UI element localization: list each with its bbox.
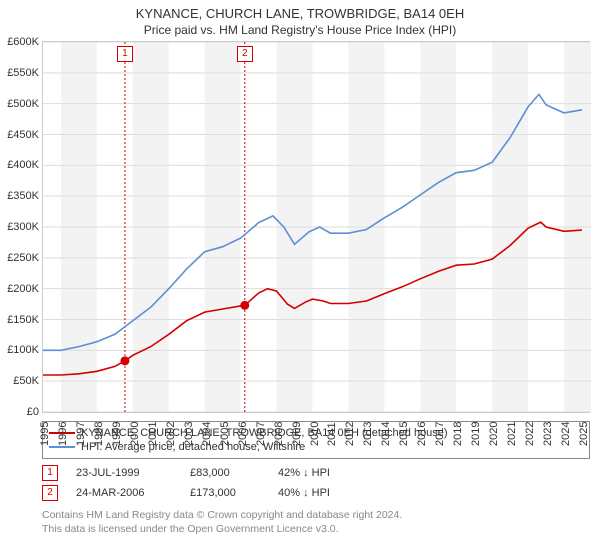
y-tick-label: £400K <box>7 159 43 171</box>
y-tick-label: £250K <box>7 252 43 264</box>
page-title: KYNANCE, CHURCH LANE, TROWBRIDGE, BA14 0… <box>0 0 600 21</box>
x-tick-label: 1999 <box>111 422 123 446</box>
legend-swatch <box>49 446 75 448</box>
transaction-row: 2 24-MAR-2006 £173,000 40% ↓ HPI <box>42 483 590 503</box>
x-tick-label: 1997 <box>75 422 87 446</box>
transactions-table: 1 23-JUL-1999 £83,000 42% ↓ HPI 2 24-MAR-2006… <box>42 463 590 503</box>
page-subtitle: Price paid vs. HM Land Registry's House … <box>0 21 600 41</box>
transaction-price: £173,000 <box>190 487 260 499</box>
transaction-date: 24-MAR-2006 <box>76 487 172 499</box>
x-tick-label: 2023 <box>542 422 554 446</box>
x-tick-label: 2000 <box>129 422 141 446</box>
y-tick-label: £200K <box>7 283 43 295</box>
x-tick-label: 2006 <box>237 422 249 446</box>
x-tick-label: 1995 <box>39 422 51 446</box>
x-tick-label: 2005 <box>219 422 231 446</box>
y-tick-label: £450K <box>7 129 43 141</box>
event-marker-2: 2 <box>237 46 253 62</box>
x-tick-label: 2011 <box>326 422 338 446</box>
x-tick-label: 2012 <box>344 422 356 446</box>
transaction-index: 2 <box>42 485 58 501</box>
y-tick-label: £150K <box>7 314 43 326</box>
y-tick-label: £600K <box>7 36 43 48</box>
x-tick-label: 2009 <box>291 422 303 446</box>
x-tick-label: 2018 <box>452 422 464 446</box>
price-chart: £0£50K£100K£150K£200K£250K£300K£350K£400… <box>42 41 590 413</box>
x-tick-label: 2024 <box>560 422 572 446</box>
x-tick-label: 2019 <box>470 422 482 446</box>
x-tick-label: 2016 <box>416 422 428 446</box>
x-tick-label: 2022 <box>524 422 536 446</box>
transaction-vs-hpi: 42% ↓ HPI <box>278 467 330 479</box>
x-tick-label: 2015 <box>398 422 410 446</box>
x-tick-label: 2014 <box>380 422 392 446</box>
x-tick-label: 2021 <box>506 422 518 446</box>
y-tick-label: £50K <box>13 375 43 387</box>
y-tick-label: £550K <box>7 67 43 79</box>
y-tick-label: £350K <box>7 190 43 202</box>
x-tick-label: 2007 <box>255 422 267 446</box>
y-tick-label: £300K <box>7 221 43 233</box>
x-tick-label: 2010 <box>309 422 321 446</box>
transaction-date: 23-JUL-1999 <box>76 467 172 479</box>
x-tick-label: 1996 <box>57 422 69 446</box>
x-tick-label: 2017 <box>434 422 446 446</box>
x-tick-label: 2020 <box>488 422 500 446</box>
x-tick-label: 2003 <box>183 422 195 446</box>
y-tick-label: £500K <box>7 98 43 110</box>
x-tick-label: 2001 <box>147 422 159 446</box>
x-tick-label: 2002 <box>165 422 177 446</box>
y-tick-label: £100K <box>7 344 43 356</box>
event-marker-1: 1 <box>117 46 133 62</box>
x-tick-label: 1998 <box>93 422 105 446</box>
x-tick-label: 2004 <box>201 422 213 446</box>
transaction-price: £83,000 <box>190 467 260 479</box>
footer-line-1: Contains HM Land Registry data © Crown c… <box>42 509 590 523</box>
x-tick-label: 2013 <box>362 422 374 446</box>
x-tick-label: 2008 <box>273 422 285 446</box>
x-tick-label: 2025 <box>578 422 590 446</box>
transaction-row: 1 23-JUL-1999 £83,000 42% ↓ HPI <box>42 463 590 483</box>
transaction-index: 1 <box>42 465 58 481</box>
y-tick-label: £0 <box>27 406 43 418</box>
footer-line-2: This data is licensed under the Open Gov… <box>42 523 590 537</box>
footer-attribution: Contains HM Land Registry data © Crown c… <box>42 509 590 536</box>
chart-svg <box>43 42 591 412</box>
transaction-vs-hpi: 40% ↓ HPI <box>278 487 330 499</box>
